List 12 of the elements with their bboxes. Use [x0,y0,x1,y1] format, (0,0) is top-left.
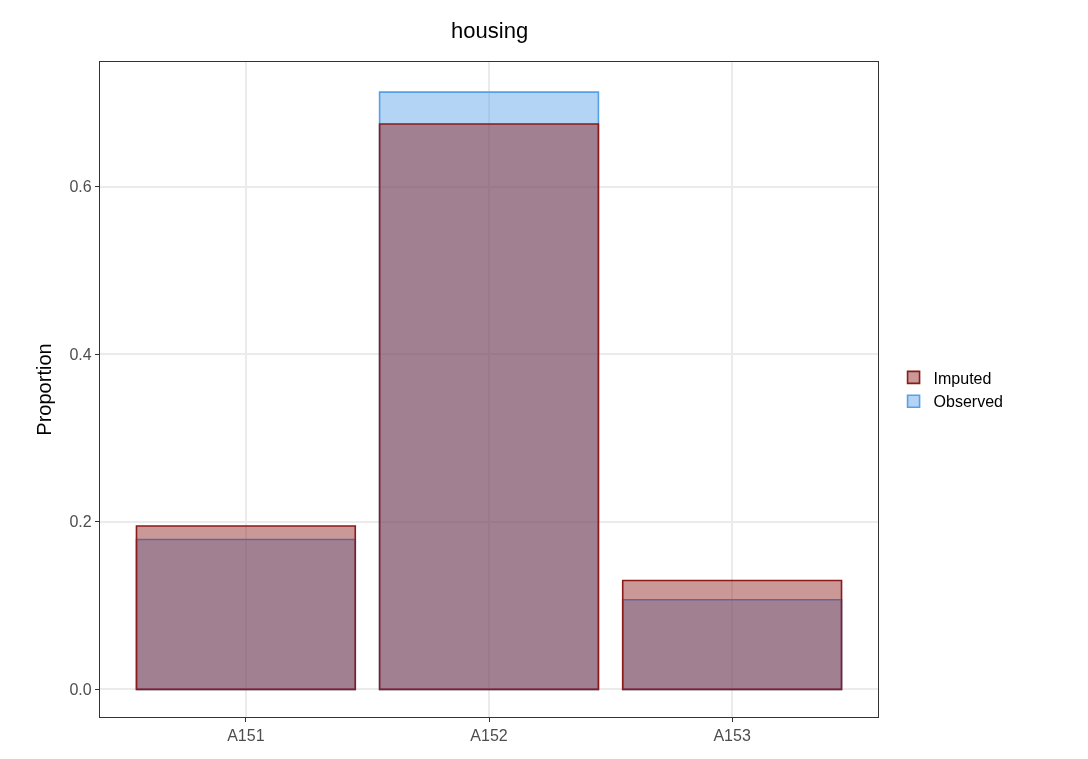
y-tick-label: 0.0 [69,680,92,698]
x-tick-label: A153 [713,727,751,745]
x-tick-label: A151 [227,727,265,745]
legend-label: Observed [933,393,1003,411]
y-axis-title: Proportion [32,343,55,436]
y-tick-label: 0.2 [69,513,92,531]
chart-title: housing [451,18,529,44]
x-tick-label: A152 [470,727,508,745]
y-tick-label: 0.4 [69,345,92,363]
y-tick-label: 0.6 [69,178,92,196]
bar [621,579,843,691]
legend-label: Imputed [933,369,992,387]
